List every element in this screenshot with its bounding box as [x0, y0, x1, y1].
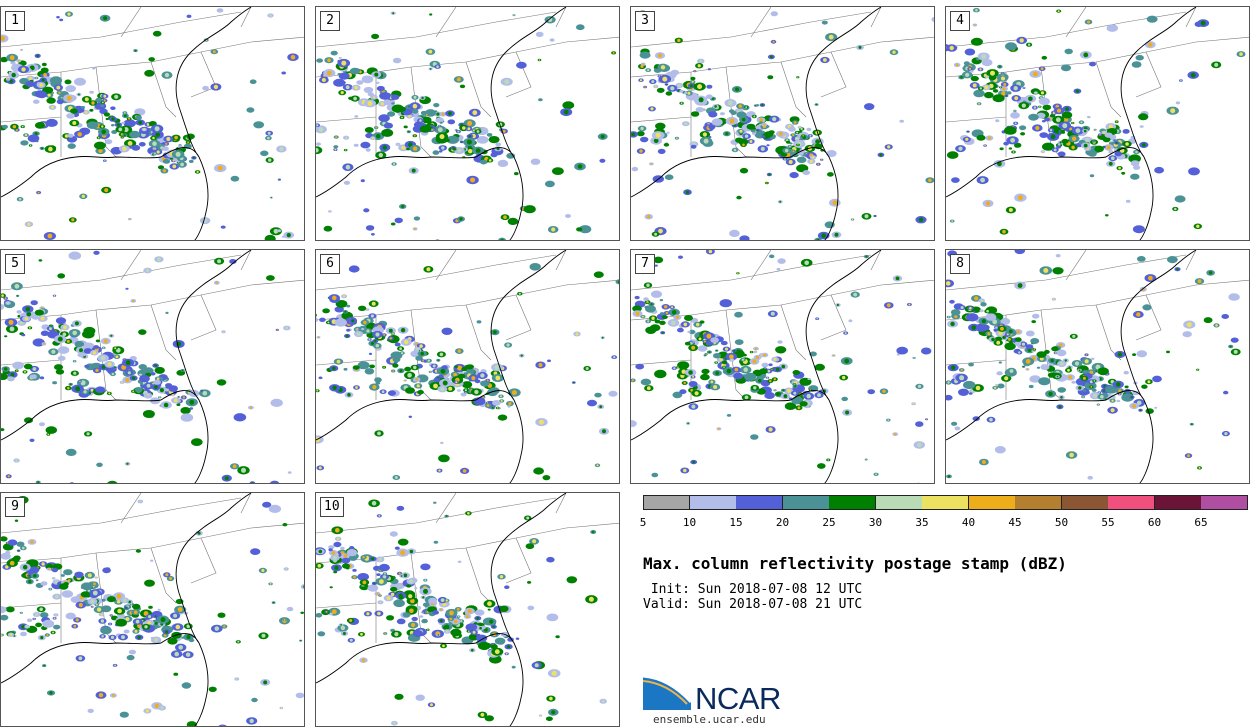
reflectivity-map: [631, 7, 934, 240]
colorbar-tick-label: 60: [1147, 516, 1162, 529]
logo-url: ensemble.ucar.edu: [653, 713, 766, 726]
panel-number-label: 3: [635, 11, 655, 31]
reflectivity-map: [316, 7, 619, 240]
colorbar-tick-label: 65: [1194, 516, 1208, 529]
coastline: [316, 250, 567, 483]
panel-number-label: 6: [320, 254, 340, 274]
reflectivity-cells: [946, 8, 1246, 235]
coastline: [631, 250, 882, 483]
state-borders: [316, 250, 619, 401]
reflectivity-map: [1, 7, 304, 240]
panel-member-4: 4: [945, 6, 1250, 241]
colorbar-tick-label: 45: [1008, 516, 1022, 529]
state-borders: [631, 250, 934, 401]
ncar-logo-text: NCAR: [695, 681, 781, 716]
colorbar-frame: [643, 495, 1248, 510]
panel-number-label: 5: [5, 254, 25, 274]
reflectivity-map: [631, 250, 934, 483]
state-borders: [316, 493, 619, 644]
panel-number-label: 1: [5, 11, 25, 31]
panel-number-label: 7: [635, 254, 655, 274]
panel-member-1: 1: [0, 6, 305, 241]
reflectivity-map: [1, 250, 304, 483]
panel-member-8: 8: [945, 249, 1250, 484]
panel-member-2: 2: [315, 6, 620, 241]
reflectivity-map: [316, 493, 619, 726]
panel-number-label: 10: [320, 497, 344, 517]
coastline: [1, 493, 252, 726]
colorbar-tick-label: 10: [682, 516, 697, 529]
reflectivity-map: [946, 7, 1249, 240]
reflectivity-cells: [316, 263, 619, 481]
coastline: [631, 7, 882, 240]
reflectivity-cells: [631, 10, 934, 240]
coastline: [1, 250, 252, 483]
panel-member-10: 10: [315, 492, 620, 727]
colorbar-tick-label: 40: [961, 516, 976, 529]
reflectivity-cells: [316, 499, 607, 726]
colorbar-tick-label: 50: [1054, 516, 1069, 529]
colorbar-tick-label: 55: [1101, 516, 1115, 529]
colorbar-tick-label: 35: [915, 516, 929, 529]
coastline: [946, 7, 1197, 240]
state-borders: [946, 250, 1249, 401]
reflectivity-map: [1, 493, 304, 726]
panel-number-label: 2: [320, 11, 340, 31]
reflectivity-cells: [316, 11, 616, 240]
coastline: [1, 7, 252, 240]
figure-title: Max. column reflectivity postage stamp (…: [643, 554, 1067, 573]
reflectivity-cells: [946, 250, 1241, 480]
colorbar-tick-label: 15: [729, 516, 743, 529]
colorbar-tick-label: 20: [775, 516, 790, 529]
panel-member-5: 5: [0, 249, 305, 484]
reflectivity-cells: [631, 250, 932, 483]
colorbar-tick-label: 5: [639, 516, 647, 529]
panel-number-label: 8: [950, 254, 970, 274]
colorbar-tick-label: 25: [822, 516, 836, 529]
ncar-logo-icon: [643, 674, 693, 710]
colorbar-tick-label: 30: [868, 516, 883, 529]
valid-time: Valid: Sun 2018-07-08 21 UTC: [643, 597, 863, 612]
panel-member-7: 7: [630, 249, 935, 484]
reflectivity-cells: [1, 496, 304, 726]
panel-member-3: 3: [630, 6, 935, 241]
panel-number-label: 4: [950, 11, 970, 31]
coastline: [316, 493, 567, 726]
state-borders: [316, 7, 619, 158]
init-time: Init: Sun 2018-07-08 12 UTC: [643, 582, 863, 597]
panel-member-9: 9: [0, 492, 305, 727]
reflectivity-map: [316, 250, 619, 483]
reflectivity-map: [946, 250, 1249, 483]
panel-member-6: 6: [315, 249, 620, 484]
reflectivity-cells: [1, 8, 299, 240]
coastline: [316, 7, 567, 240]
panel-number-label: 9: [5, 497, 25, 517]
coastline: [946, 250, 1197, 483]
